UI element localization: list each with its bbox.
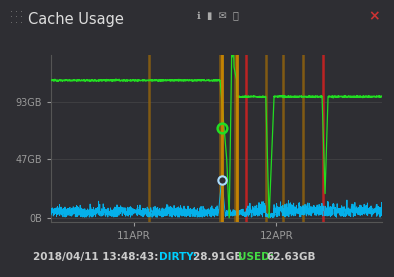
- Text: ·: ·: [15, 7, 18, 17]
- Text: ×: ×: [368, 10, 380, 24]
- Text: ·: ·: [20, 18, 23, 28]
- Text: ℹ  ▮  ✉  ⤡: ℹ ▮ ✉ ⤡: [197, 11, 239, 21]
- Text: ·: ·: [20, 12, 23, 22]
- Text: ·: ·: [20, 7, 23, 17]
- Text: 62.63GB: 62.63GB: [267, 252, 316, 262]
- Text: ·: ·: [10, 7, 13, 17]
- Text: ·: ·: [10, 12, 13, 22]
- Text: Cache Usage: Cache Usage: [28, 12, 123, 27]
- Text: ·: ·: [15, 12, 18, 22]
- Text: 2018/04/11 13:48:43:: 2018/04/11 13:48:43:: [33, 252, 162, 262]
- Text: USED:: USED:: [238, 252, 278, 262]
- Text: ·: ·: [15, 18, 18, 28]
- Text: ·: ·: [10, 18, 13, 28]
- Text: 28.91GB: 28.91GB: [193, 252, 246, 262]
- Text: DIRTY:: DIRTY:: [159, 252, 200, 262]
